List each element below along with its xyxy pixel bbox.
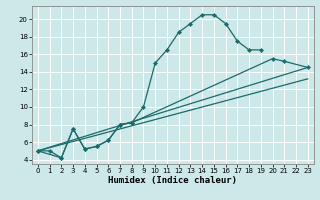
X-axis label: Humidex (Indice chaleur): Humidex (Indice chaleur) — [108, 176, 237, 185]
